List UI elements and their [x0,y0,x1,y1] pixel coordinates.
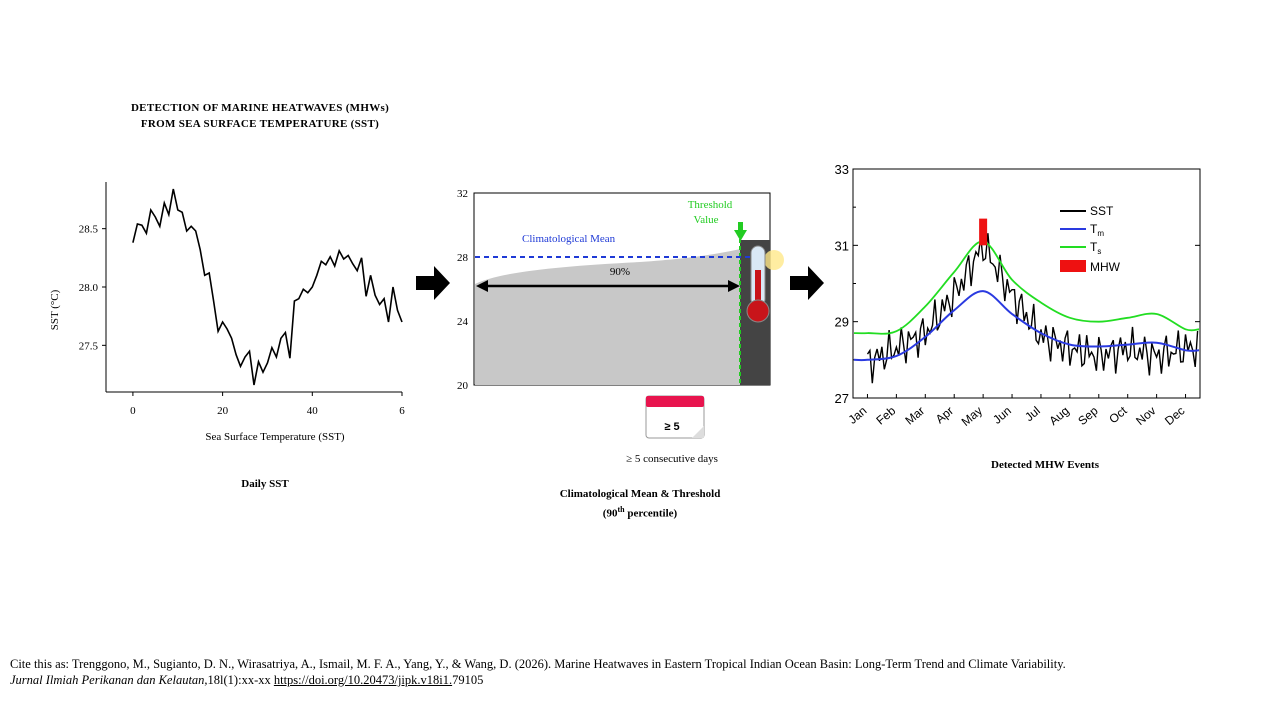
sst-line [866,233,1199,384]
arrow-right-icon [416,266,450,300]
climatology-caption-line-1: Climatological Mean & Threshold [559,488,721,500]
month-label: Aug [1046,404,1071,428]
thermometer-icon [746,245,784,323]
x-tick-label: 6 [399,405,405,417]
mhw-event [979,218,988,246]
y-tick-label: 33 [835,162,849,177]
daily-sst-chart: 0 20 40 6 28.5 28.0 27.5 SST (°C) Sea Surface … [49,182,405,443]
month-label: Apr [933,404,956,427]
legend-ts: Ts [1090,240,1101,256]
y-tick-28: 28 [457,252,469,264]
x-tick-label: 20 [217,405,229,417]
y-tick-24: 24 [457,316,469,328]
caption-sup: th [617,505,625,514]
journal-volume: 18l(1):xx-xx [207,673,271,687]
arrow-right-head [728,280,740,292]
legend-sst: SST [1090,204,1114,218]
climatology-diagram: 32 28 24 20 90% Climatological Mean Thre… [457,188,784,465]
month-label: Jun [990,404,1014,427]
title-line-1: DETECTION OF MARINE HEATWAVES (MHWs) [130,102,390,114]
month-label: Mar [902,404,927,428]
daily-sst-plot: 0 20 40 6 28.5 28.0 27.5 [79,182,405,417]
mean-label: Climatological Mean [522,233,616,245]
month-label: Jan [846,404,870,427]
x-axis-label: Sea Surface Temperature (SST) [205,431,345,443]
distribution-area [475,242,770,385]
month-label: Feb [873,403,898,427]
arrow-right-icon-2 [790,266,824,300]
percent-label: 90% [610,266,630,278]
arrow-left-head [476,280,488,292]
consecutive-days-label: ≥ 5 consecutive days [626,453,718,465]
legend-mhw-swatch [1060,260,1086,272]
x-tick-label: 0 [130,405,136,417]
calendar-icon [645,395,705,439]
page-title: DETECTION OF MARINE HEATWAVES (MHWs) FRO… [60,100,460,132]
daily-sst-caption: Daily SST [241,478,289,490]
doi-suffix: 79105 [452,673,484,687]
ts-line [853,240,1200,335]
y-tick-label: 27.5 [79,340,99,352]
tm-line [853,290,1200,362]
month-label: Jul [1022,404,1043,425]
y-tick-label: 31 [835,238,849,253]
mhw-caption: Detected MHW Events [991,459,1099,471]
title-line-2: FROM SEA SURFACE TEMPERATURE (SST) [140,118,380,130]
month-label: Oct [1106,403,1130,426]
y-tick-20: 20 [457,380,469,392]
citation-line-2: Jurnal Ilmiah Perikanan dan Kelautan,18l… [10,672,1066,688]
sst-series-line [132,188,403,386]
citation-line-1: Cite this as: Trenggono, M., Sugianto, D… [10,657,1066,671]
climatology-caption: Climatological Mean & Threshold (90th pe… [510,486,770,522]
month-label: Nov [1133,404,1158,428]
caption-pre: (90 [602,507,618,520]
citation: Cite this as: Trenggono, M., Sugianto, D… [10,656,1066,688]
y-tick-32: 32 [457,188,468,200]
caption-post: percentile) [624,507,678,520]
y-tick-label: 29 [835,315,849,330]
journal-name: Jurnal Ilmiah Perikanan dan Kelautan, [10,673,208,687]
climatology-caption-line-2: (90th percentile) [510,502,770,522]
threshold-label-2: Value [693,214,718,226]
threshold-arrow-icon [734,222,747,241]
y-tick-label: 28.0 [79,282,99,294]
legend-mhw: MHW [1090,260,1121,274]
threshold-label-1: Threshold [688,199,733,211]
legend-tm: Tm [1090,222,1104,238]
y-axis-label: SST (°C) [49,289,61,330]
calendar-label: ≥ 5 [664,421,679,433]
y-tick-label: 27 [835,391,849,406]
month-label: Sep [1075,403,1101,428]
y-tick-label: 28.5 [79,224,99,236]
doi-link[interactable]: https://doi.org/10.20473/jipk.v18i1. [273,673,453,687]
legend: SST Tm Ts MHW [1060,204,1121,274]
month-label: May [959,404,985,429]
x-tick-label: 40 [307,405,319,417]
month-label: Dec [1162,404,1187,428]
